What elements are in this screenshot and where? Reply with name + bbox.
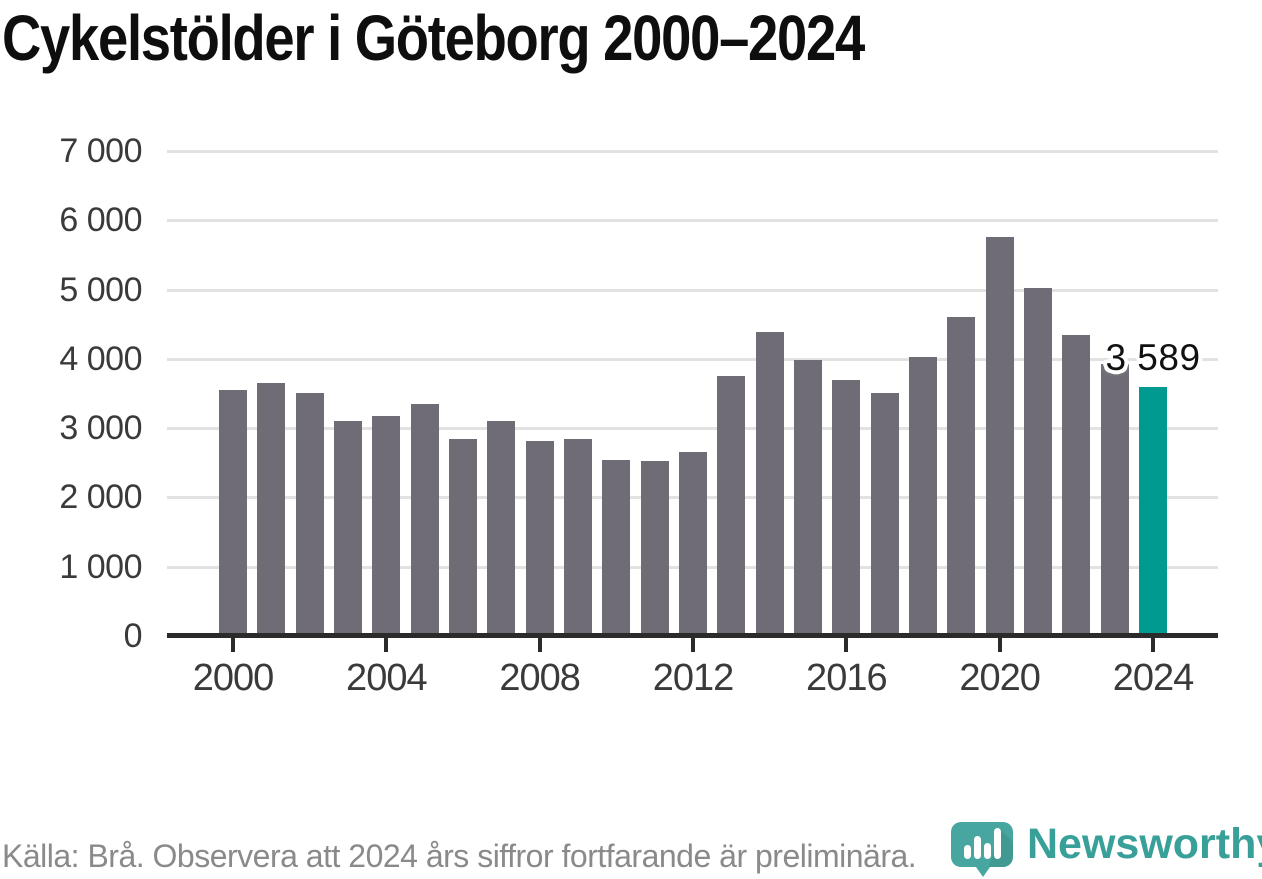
x-tick-label: 2000 — [192, 657, 275, 699]
x-tick-label: 2016 — [806, 657, 888, 699]
bar-2012 — [679, 452, 707, 636]
bar-2007 — [487, 421, 516, 636]
x-tick-label: 2024 — [1112, 657, 1195, 699]
bar-2011 — [640, 460, 669, 636]
bar-2018 — [909, 356, 937, 636]
bar-2008 — [525, 440, 554, 636]
y-tick-label: 0 — [123, 617, 143, 655]
source-note: Källa: Brå. Observera att 2024 års siffr… — [2, 838, 917, 874]
bar-2015 — [794, 359, 822, 636]
y-tick-label: 5 000 — [59, 270, 142, 309]
y-tick-label: 6 000 — [59, 201, 142, 240]
bar-2004 — [372, 416, 401, 636]
x-tick-mark — [384, 637, 389, 652]
bar-2024 — [1139, 387, 1167, 636]
bar-2001 — [257, 383, 286, 636]
bar-2023 — [1100, 363, 1129, 636]
bar-2017 — [870, 392, 899, 636]
bar-2020 — [985, 236, 1014, 636]
x-tick-mark — [691, 637, 695, 652]
y-tick-label: 1 000 — [59, 547, 142, 586]
gridline — [167, 288, 1218, 292]
x-tick-label: 2020 — [959, 657, 1041, 699]
gridline — [167, 427, 1218, 431]
gridline — [167, 357, 1218, 361]
chart-title: Cykelstölder i Göteborg 2000–2024 — [2, 2, 865, 74]
y-tick-label: 2 000 — [59, 478, 142, 517]
bar-2016 — [832, 379, 861, 636]
bar-2010 — [602, 460, 631, 636]
x-tick-mark — [844, 637, 849, 652]
x-axis-baseline — [167, 633, 1218, 638]
gridline — [167, 219, 1218, 223]
gridline — [167, 150, 1218, 153]
x-tick-label: 2004 — [346, 657, 428, 699]
x-tick-mark — [1151, 637, 1155, 652]
x-tick-mark — [231, 637, 235, 652]
bar-2013 — [717, 375, 746, 636]
y-tick-label: 7 000 — [59, 132, 142, 170]
x-tick-label: 2012 — [652, 657, 735, 699]
bar-2005 — [410, 403, 439, 636]
x-tick-mark — [537, 637, 542, 652]
bar-2019 — [947, 317, 976, 636]
bar-2009 — [564, 438, 592, 636]
x-tick-mark — [997, 637, 1002, 652]
bar-2014 — [755, 331, 784, 636]
y-tick-label: 3 000 — [59, 409, 142, 448]
y-tick-label: 4 000 — [59, 339, 142, 378]
bar-2021 — [1024, 288, 1052, 636]
bar-2002 — [295, 392, 324, 636]
bar-2022 — [1062, 334, 1091, 636]
bar-2006 — [449, 439, 477, 636]
plot-area — [167, 150, 1218, 636]
bar-2003 — [334, 421, 362, 636]
bar-2000 — [219, 390, 247, 636]
x-tick-label: 2008 — [499, 657, 581, 699]
value-label: 3 589 — [1105, 337, 1201, 379]
